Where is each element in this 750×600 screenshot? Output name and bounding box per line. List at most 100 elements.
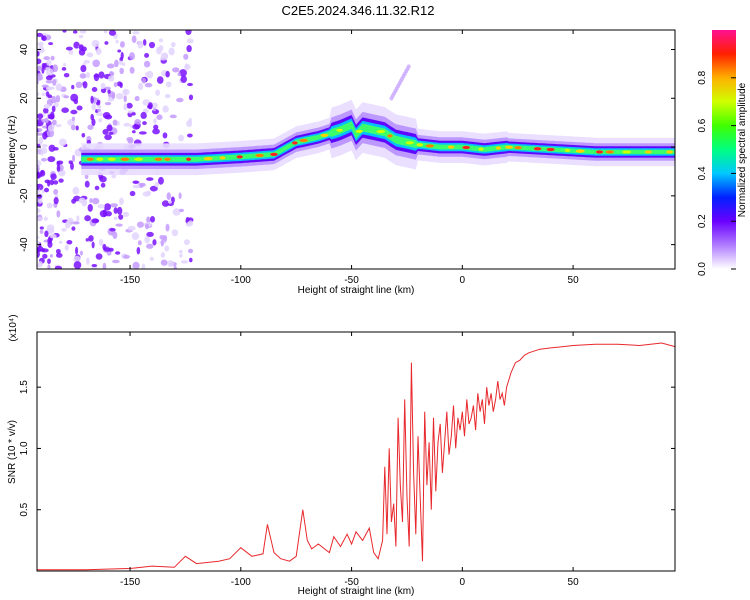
ridge-peak — [495, 146, 502, 150]
noise-speckle — [160, 259, 168, 266]
noise-speckle — [44, 187, 50, 193]
noise-speckle — [149, 256, 154, 261]
noise-speckle — [48, 42, 54, 46]
noise-speckle — [144, 82, 153, 88]
colorbar-ticks: 0.0 0.2 0.4 0.6 0.8 — [697, 70, 736, 276]
noise-speckle — [146, 177, 154, 181]
noise-speckle — [90, 95, 94, 104]
noise-speckle — [38, 136, 44, 145]
noise-speckle — [85, 72, 90, 79]
noise-speckle — [186, 38, 194, 44]
noise-speckle — [91, 87, 98, 92]
noise-speckle — [51, 95, 56, 100]
noise-speckle — [38, 45, 44, 53]
noise-speckle — [86, 52, 94, 58]
noise-speckle — [84, 215, 91, 222]
noise-speckle — [52, 64, 59, 73]
noise-speckle — [134, 118, 142, 126]
noise-speckle — [47, 94, 53, 99]
ridge-peak — [292, 141, 298, 145]
noise-speckle — [188, 117, 192, 124]
noise-speckle — [104, 114, 113, 120]
noise-speckle — [155, 89, 160, 96]
noise-speckle — [44, 230, 49, 238]
x-tick-label: 0 — [460, 275, 466, 286]
noise-speckle — [37, 208, 41, 214]
ridge-peak — [299, 138, 308, 143]
noise-speckle — [188, 248, 194, 254]
noise-speckle — [63, 95, 69, 99]
spectrogram-marks — [37, 30, 675, 269]
noise-speckle — [72, 154, 76, 163]
noise-speckle — [113, 216, 118, 221]
noise-speckle — [69, 218, 74, 222]
noise-speckle — [132, 184, 140, 189]
noise-speckle — [102, 243, 107, 251]
ridge-peak — [86, 157, 94, 161]
noise-speckle — [132, 180, 139, 184]
noise-speckle — [37, 194, 43, 199]
noise-speckle — [184, 63, 189, 72]
x-tick-label: -150 — [120, 275, 140, 286]
noise-speckle — [122, 211, 130, 217]
ridge-peak — [134, 157, 143, 161]
noise-speckle — [75, 125, 79, 131]
noise-speckle — [137, 40, 144, 49]
noise-speckle — [171, 41, 176, 48]
ridge-peak — [564, 148, 571, 153]
ridge-peak — [478, 147, 484, 151]
noise-speckle — [186, 45, 192, 53]
noise-speckle — [146, 243, 154, 249]
noise-speckle — [43, 56, 51, 61]
colorbar-tick-label: 0.0 — [697, 262, 708, 276]
noise-speckle — [72, 30, 78, 34]
noise-speckle — [134, 95, 140, 102]
noise-speckle — [144, 235, 150, 244]
noise-speckle — [104, 101, 112, 106]
noise-speckle — [123, 95, 127, 103]
noise-speckle — [43, 103, 51, 109]
noise-speckle — [53, 197, 59, 205]
noise-speckle — [70, 124, 76, 131]
noise-speckle — [108, 75, 115, 82]
noise-speckle — [52, 119, 57, 126]
ridge-peak — [666, 150, 673, 154]
noise-speckle — [37, 217, 44, 221]
noise-speckle — [169, 114, 177, 119]
noise-speckle — [37, 160, 42, 167]
snr-y-label: SNR (10 * v/v) — [7, 420, 18, 484]
noise-speckle — [144, 52, 150, 58]
noise-speckle — [37, 128, 43, 132]
noise-speckle — [71, 84, 75, 90]
ridge-peak — [336, 128, 343, 132]
noise-speckle — [56, 160, 61, 167]
noise-speckle — [119, 57, 124, 62]
noise-speckle — [80, 64, 87, 73]
noise-speckle — [118, 60, 123, 65]
noise-speckle — [185, 30, 192, 36]
noise-speckle — [73, 255, 81, 263]
noise-speckle — [79, 73, 87, 79]
y-tick-label: 20 — [19, 92, 30, 104]
noise-speckle — [104, 41, 109, 45]
spectrogram-frame — [36, 29, 676, 270]
noise-speckle — [50, 173, 57, 180]
noise-speckle — [90, 113, 95, 121]
noise-speckle — [132, 31, 140, 35]
noise-speckle — [76, 105, 83, 111]
y-tick-label: 0.5 — [19, 502, 30, 516]
spectrogram-x-ticks: -150 -100 -50 0 50 — [120, 30, 579, 286]
noise-speckle — [51, 105, 56, 113]
noise-speckle — [97, 108, 102, 113]
noise-speckle — [113, 207, 118, 214]
noise-speckle — [47, 124, 55, 132]
noise-speckle — [165, 70, 170, 78]
noise-speckle — [37, 184, 41, 190]
ridge-peak — [546, 147, 555, 152]
noise-speckle — [107, 89, 111, 94]
noise-speckle — [91, 241, 95, 249]
noise-speckle — [78, 34, 84, 39]
noise-speckle — [115, 93, 124, 100]
noise-speckle — [61, 227, 67, 232]
noise-speckle — [87, 124, 94, 130]
